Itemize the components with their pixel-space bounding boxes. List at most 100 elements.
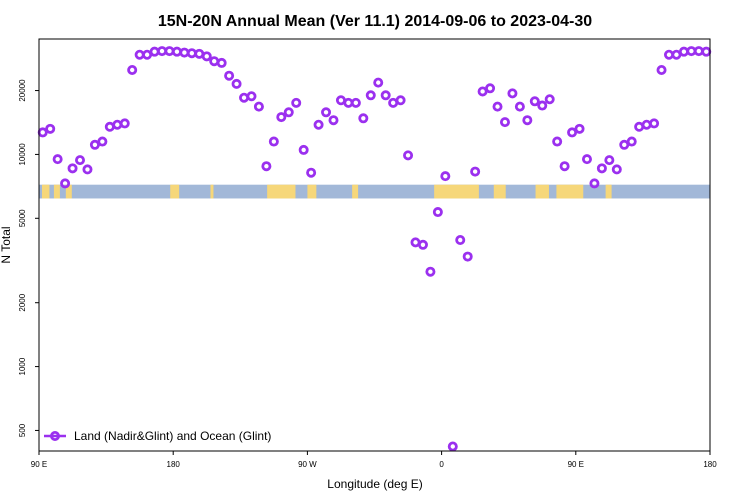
- data-point: [239, 92, 250, 103]
- land-segment: [210, 184, 214, 199]
- data-point: [567, 127, 578, 138]
- data-point: [395, 95, 406, 106]
- y-axis-label: N Total: [0, 226, 13, 263]
- data-point: [604, 155, 615, 166]
- data-point: [596, 163, 607, 174]
- x-tick-label: 0: [439, 460, 444, 469]
- data-point: [619, 139, 630, 150]
- data-point: [246, 91, 257, 102]
- y-tick-label: 1000: [18, 357, 27, 375]
- x-tick-label: 180: [167, 460, 181, 469]
- data-point: [432, 207, 443, 218]
- plot-frame: [38, 38, 711, 452]
- data-point: [529, 96, 540, 107]
- data-point: [276, 112, 287, 123]
- data-point: [45, 123, 56, 134]
- data-point: [97, 136, 108, 147]
- data-point: [358, 113, 369, 124]
- data-point: [209, 56, 220, 67]
- data-points: [37, 46, 712, 452]
- x-tick-label: 90 W: [298, 460, 317, 469]
- data-point: [380, 90, 391, 101]
- x-tick-label: 180: [703, 460, 717, 469]
- data-point: [253, 101, 264, 112]
- data-point: [291, 97, 302, 108]
- data-point: [89, 139, 100, 150]
- data-point: [171, 46, 182, 57]
- x-axis-label: Longitude (deg E): [327, 477, 422, 491]
- data-point: [216, 57, 227, 68]
- land-segment: [434, 184, 479, 199]
- land-segment: [267, 184, 296, 199]
- land-segment: [352, 184, 359, 199]
- data-point: [224, 70, 235, 81]
- data-point: [499, 117, 510, 128]
- data-point: [112, 119, 123, 130]
- data-point: [507, 88, 518, 99]
- data-point: [641, 119, 652, 130]
- data-point: [321, 107, 332, 118]
- data-point: [52, 154, 63, 165]
- data-point: [425, 266, 436, 277]
- x-tick-label: 90 E: [568, 460, 584, 469]
- data-point: [656, 65, 667, 76]
- data-point: [306, 167, 317, 178]
- data-point: [119, 118, 130, 129]
- land-segment: [170, 184, 180, 199]
- x-axis: 90 E 180 90 W 0 90 E 180: [31, 451, 717, 469]
- data-point: [626, 136, 637, 147]
- data-point: [403, 150, 414, 161]
- chart-title: 15N-20N Annual Mean (Ver 11.1) 2014-09-0…: [158, 13, 592, 30]
- data-point: [67, 163, 78, 174]
- land-segment: [493, 184, 506, 199]
- data-point: [440, 171, 451, 182]
- data-point: [365, 90, 376, 101]
- data-point: [559, 161, 570, 172]
- data-point: [268, 136, 279, 147]
- data-point: [313, 119, 324, 130]
- data-point: [298, 144, 309, 155]
- data-point: [574, 123, 585, 134]
- data-point: [470, 166, 481, 177]
- data-point: [75, 155, 86, 166]
- data-point: [514, 101, 525, 112]
- data-point: [477, 86, 488, 97]
- y-tick-label: 10000: [18, 143, 27, 166]
- data-point: [261, 161, 272, 172]
- data-point: [589, 178, 600, 189]
- legend-marker: [50, 430, 61, 441]
- land-segment: [41, 184, 50, 199]
- data-point: [649, 118, 660, 129]
- data-point: [552, 136, 563, 147]
- data-point: [701, 46, 712, 57]
- data-point: [611, 164, 622, 175]
- data-point: [60, 178, 71, 189]
- data-point: [417, 239, 428, 250]
- y-tick-label: 500: [18, 423, 27, 437]
- data-point: [350, 97, 361, 108]
- land-ocean-band: [39, 184, 710, 199]
- data-point: [373, 77, 384, 88]
- y-axis: 500 1000 2000 5000 10000 20000: [18, 79, 39, 437]
- land-segment: [53, 184, 60, 199]
- y-tick-label: 20000: [18, 79, 27, 102]
- data-point: [37, 127, 48, 138]
- legend-label: Land (Nadir&Glint) and Ocean (Glint): [74, 429, 271, 443]
- data-point: [82, 164, 93, 175]
- data-point: [455, 235, 466, 246]
- legend: Land (Nadir&Glint) and Ocean (Glint): [44, 429, 271, 443]
- data-point: [328, 115, 339, 126]
- data-point: [537, 100, 548, 111]
- data-point: [492, 101, 503, 112]
- data-point: [127, 65, 138, 76]
- data-point: [447, 441, 458, 452]
- data-point: [462, 251, 473, 262]
- x-tick-label: 90 E: [31, 460, 47, 469]
- data-point: [201, 51, 212, 62]
- data-point: [522, 115, 533, 126]
- land-segment: [307, 184, 317, 199]
- land-segment: [65, 184, 72, 199]
- land-segment: [535, 184, 549, 199]
- data-point: [231, 78, 242, 89]
